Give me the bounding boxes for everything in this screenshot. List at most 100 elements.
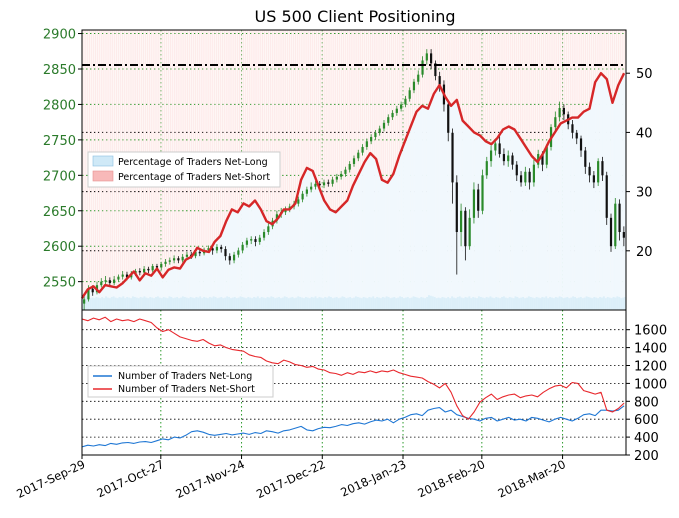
candle-body-121	[601, 161, 604, 176]
net-long-area-123	[318, 185, 321, 310]
net-long-bar-179	[426, 296, 429, 310]
net-long-area-43	[164, 274, 167, 310]
net-long-area-267	[595, 82, 598, 311]
net-long-bar-129	[329, 296, 333, 310]
net-long-bar-249	[560, 296, 563, 310]
net-long-bar-228	[520, 297, 523, 310]
net-long-area-61	[199, 248, 202, 310]
net-long-bar-14	[108, 298, 112, 310]
net-long-bar-277	[614, 297, 617, 310]
candle-body-108	[545, 146, 548, 165]
candle-body-125	[618, 203, 621, 233]
net-long-area-102	[278, 218, 281, 310]
net-long-bar-279	[618, 296, 621, 310]
date-tick-label-0: 2017-Sep-29	[14, 457, 87, 501]
net-long-area-251	[564, 121, 567, 310]
candle-body-51	[301, 193, 304, 200]
candle-body-69	[378, 128, 381, 133]
net-long-area-278	[616, 90, 619, 310]
net-long-area-71	[218, 237, 221, 310]
candle-body-10	[125, 274, 129, 278]
net-long-bar-162	[393, 296, 396, 310]
net-long-area-228	[520, 138, 523, 310]
net-long-bar-167	[403, 298, 406, 310]
net-long-bar-9	[99, 298, 102, 310]
net-long-area-171	[410, 126, 413, 311]
net-long-bar-68	[212, 296, 215, 310]
net-long-bar-233	[529, 296, 533, 310]
net-long-area-55	[187, 258, 190, 310]
net-long-area-185	[437, 88, 440, 310]
net-long-area-49	[176, 267, 179, 310]
net-long-area-56	[189, 257, 192, 310]
candle-body-54	[314, 183, 317, 187]
net-long-area-125	[322, 195, 325, 310]
net-long-bar-273	[606, 296, 609, 310]
net-long-bar-110	[293, 298, 296, 310]
net-long-area-183	[433, 93, 436, 311]
net-long-bar-220	[504, 297, 508, 310]
top-legend: Percentage of Traders Net-Long Percentag…	[87, 151, 281, 188]
net-long-bar-187	[441, 296, 444, 310]
net-long-area-141	[353, 185, 356, 310]
candle-body-123	[609, 217, 613, 247]
net-long-bar-15	[110, 296, 113, 310]
percent-areas	[81, 30, 627, 311]
net-long-area-268	[597, 79, 600, 310]
net-long-area-39	[156, 268, 160, 310]
candle-body-42	[262, 232, 266, 238]
net-long-bar-37	[153, 298, 156, 310]
net-long-bar-57	[191, 297, 194, 310]
net-long-bar-50	[178, 298, 181, 310]
net-long-area-117	[306, 167, 310, 310]
candle-body-39	[250, 239, 253, 241]
net-long-bar-186	[439, 298, 442, 310]
candle-body-0	[83, 299, 86, 304]
net-long-area-188	[443, 92, 446, 310]
candle-body-26	[194, 251, 197, 257]
candle-body-114	[571, 124, 574, 133]
count-tick-label-1600: 1600	[634, 324, 667, 339]
net-long-bar-208	[481, 297, 484, 310]
net-long-bar-223	[510, 297, 513, 310]
net-long-bar-30	[139, 296, 142, 310]
net-long-area-28	[135, 274, 138, 310]
net-long-area-77	[230, 213, 233, 310]
net-long-area-273	[606, 79, 609, 310]
net-long-area-85	[245, 204, 248, 310]
net-long-area-266	[593, 90, 596, 310]
net-long-bar-46	[170, 296, 173, 310]
net-long-bar-126	[324, 296, 327, 310]
count-tick-label-800: 800	[634, 395, 659, 410]
price-tick-label-2600: 2600	[43, 240, 76, 255]
net-long-bar-64	[205, 297, 208, 310]
percent-tick-label-50: 50	[636, 67, 653, 82]
candle-body-37	[241, 244, 244, 251]
net-long-area-239	[541, 156, 544, 310]
net-long-area-210	[485, 141, 488, 310]
net-long-bar-206	[477, 296, 481, 310]
net-long-area-36	[151, 275, 154, 310]
net-long-bar-67	[210, 297, 213, 310]
net-long-area-217	[499, 135, 502, 310]
net-long-area-226	[516, 132, 519, 310]
net-long-bar-98	[270, 296, 273, 310]
net-long-bar-254	[570, 297, 573, 310]
net-long-bar-69	[214, 296, 217, 310]
net-long-bar-195	[456, 296, 459, 310]
net-long-bar-3	[87, 296, 90, 310]
net-long-bar-27	[133, 296, 137, 310]
candle-body-65	[361, 146, 364, 153]
net-long-area-280	[620, 81, 623, 310]
legend-label-net-long: Percentage of Traders Net-Long	[118, 157, 268, 168]
net-long-area-106	[285, 209, 288, 310]
net-long-area-127	[326, 203, 329, 310]
net-long-bar-266	[593, 296, 596, 310]
net-long-area-116	[304, 171, 308, 310]
net-long-bar-73	[222, 298, 225, 310]
price-tick-label-2700: 2700	[43, 169, 76, 184]
net-long-bar-165	[399, 296, 402, 310]
price-tick-label-2650: 2650	[43, 205, 76, 220]
net-long-bar-154	[378, 297, 381, 310]
